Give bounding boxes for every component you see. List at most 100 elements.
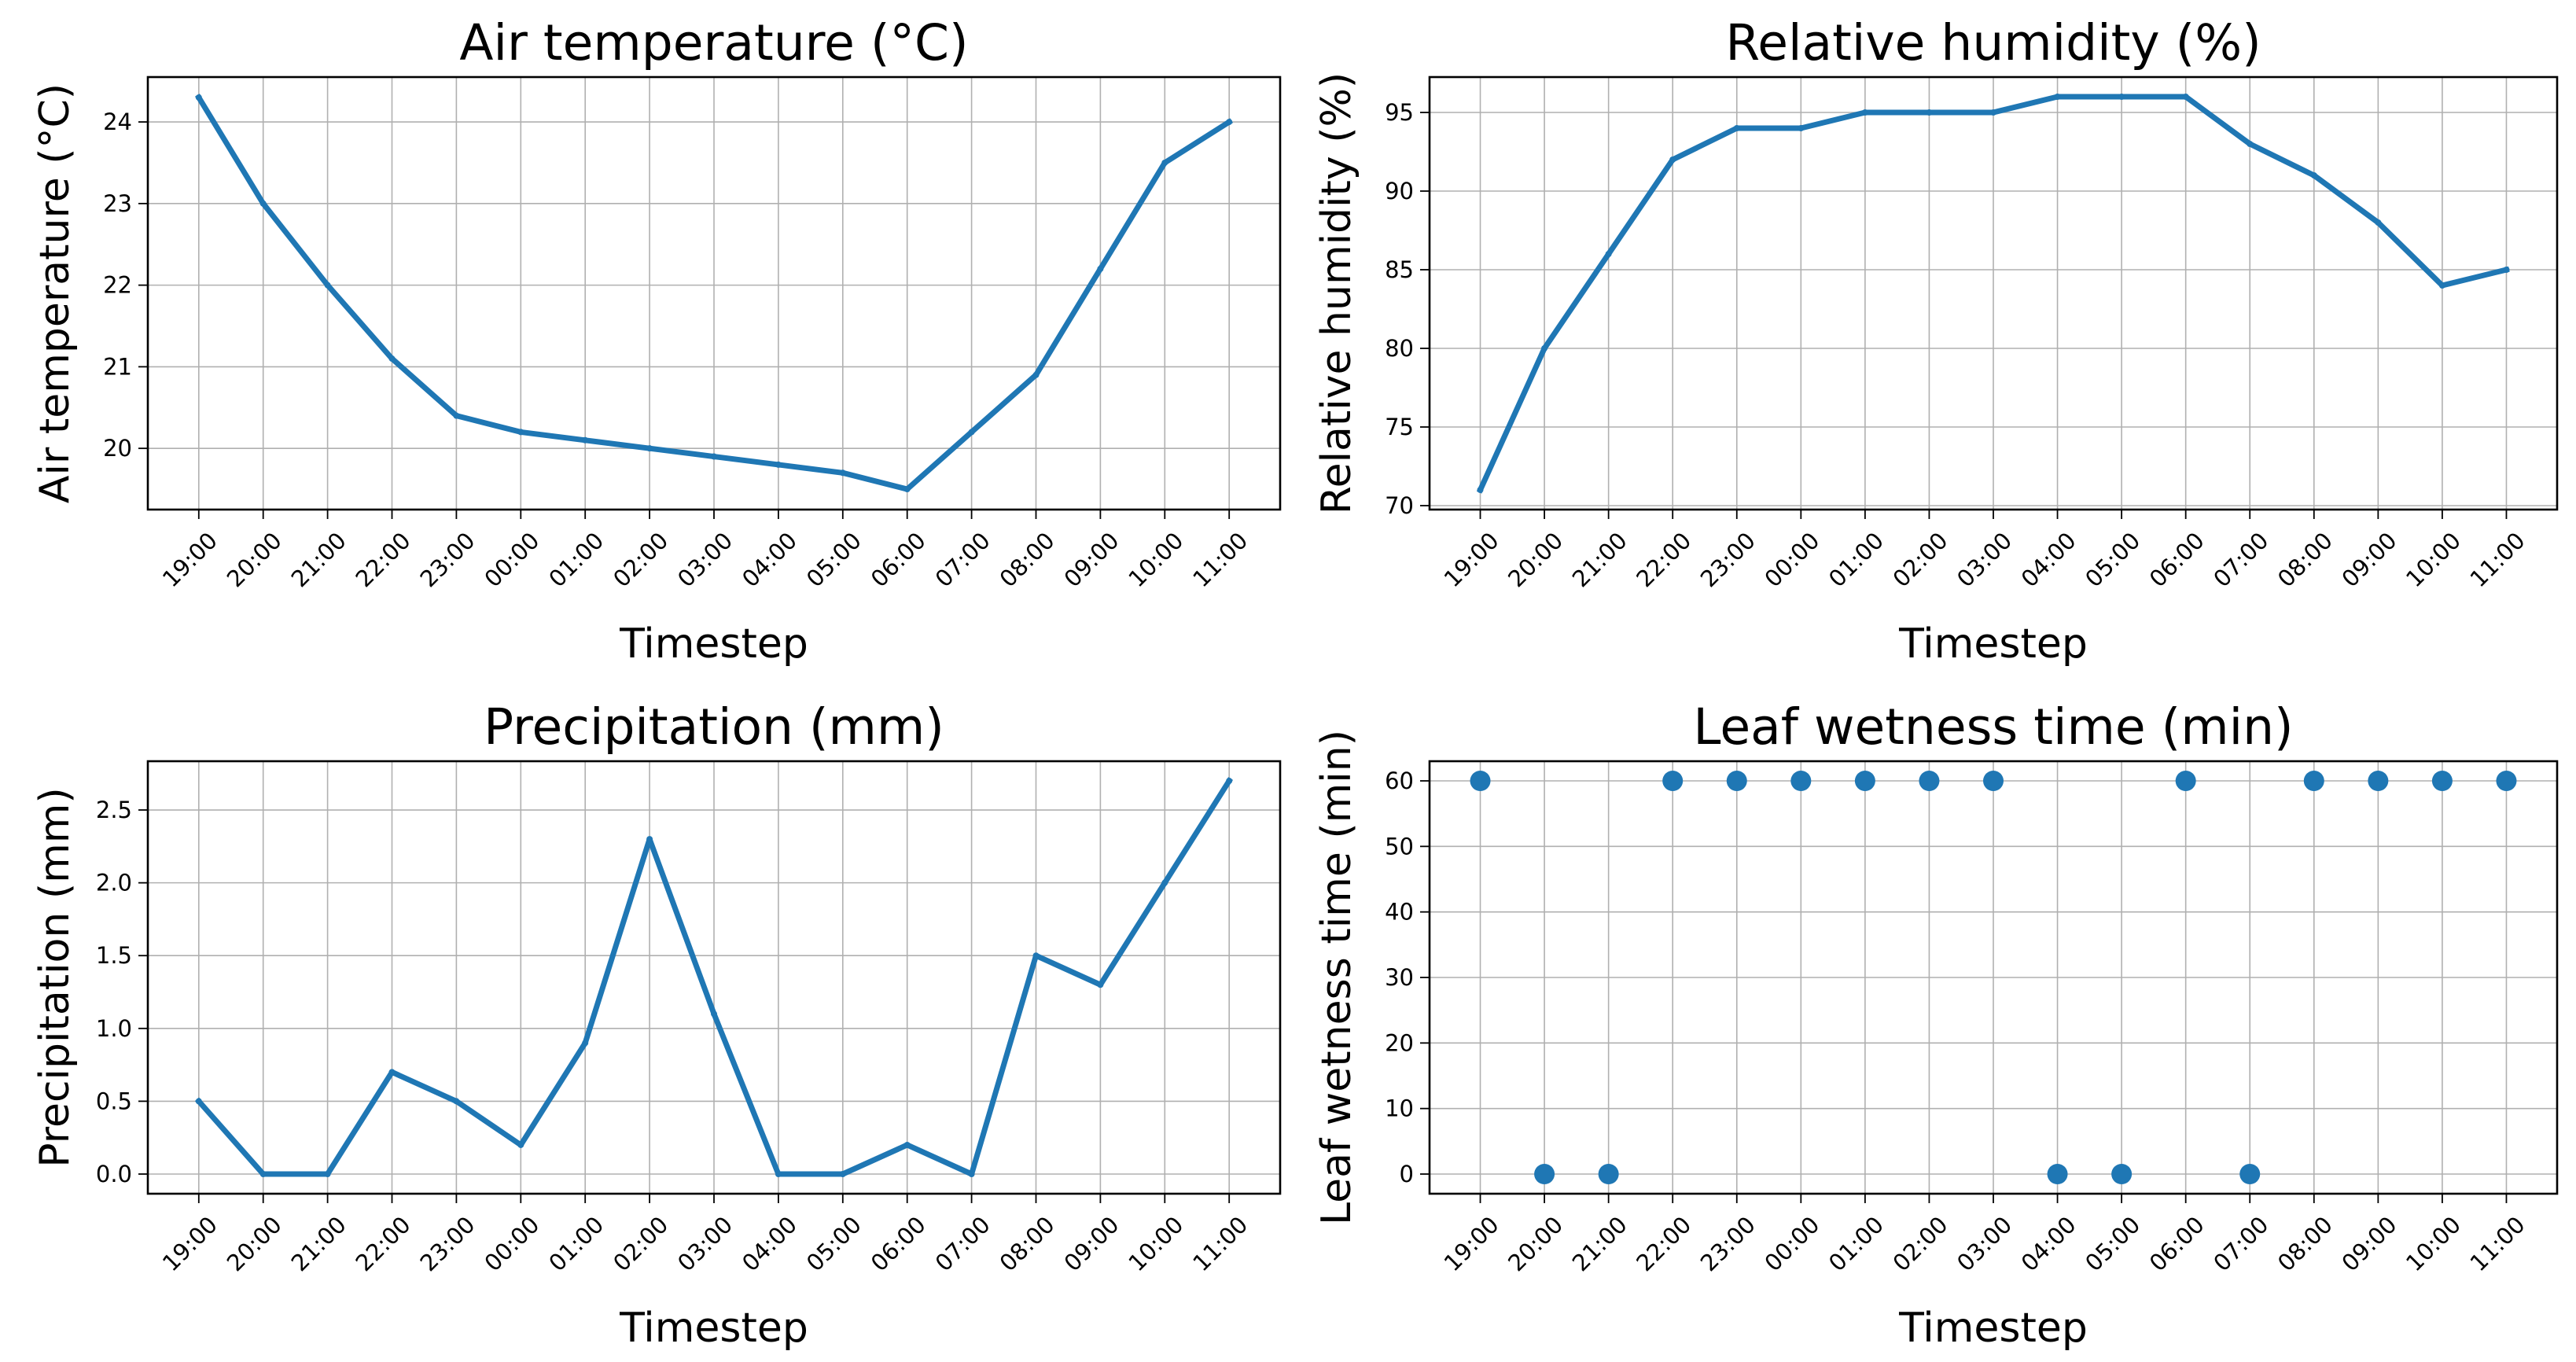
precipitation-x-tick-label: 03:00	[672, 1211, 738, 1276]
air-temperature-axes-frame	[146, 75, 1282, 511]
leaf-wetness-x-tick-label: 03:00	[1952, 1211, 2017, 1276]
air-temperature-data-point	[775, 461, 782, 468]
precipitation-y-tick-label: 1.5	[96, 942, 132, 969]
leaf-wetness-x-tick-label: 06:00	[2144, 1211, 2210, 1276]
relative-humidity-data-point	[1477, 487, 1484, 493]
relative-humidity-x-tick-label: 03:00	[1952, 527, 2017, 592]
precipitation-data-point	[1032, 952, 1040, 959]
air-temperature-data-point	[1032, 371, 1040, 378]
air-temperature-data-point	[711, 453, 717, 460]
air-temperature-x-axis-title: Timestep	[619, 620, 808, 668]
precipitation-data-point	[388, 1069, 396, 1076]
relative-humidity-x-tick-label: 04:00	[2016, 527, 2081, 592]
precipitation-x-tick-label: 19:00	[157, 1211, 223, 1276]
leaf-wetness-y-tick-label: 20	[1385, 1029, 1414, 1056]
leaf-wetness-time-chart: 19:0020:0021:0022:0023:0000:0001:0002:00…	[1313, 698, 2559, 1352]
precipitation-data-point	[646, 836, 653, 843]
leaf-wetness-scatter-point	[1790, 771, 1812, 791]
relative-humidity-x-tick-label: 20:00	[1503, 527, 1568, 592]
relative-humidity-y-tick-label: 90	[1385, 178, 1414, 204]
air-temperature-x-tick-label: 02:00	[608, 527, 673, 592]
precipitation-x-tick-label: 21:00	[286, 1211, 351, 1276]
leaf-wetness-x-tick-label: 02:00	[1888, 1211, 1953, 1276]
relative-humidity-x-tick-label: 02:00	[1888, 527, 1953, 592]
relative-humidity-x-tick-label: 07:00	[2208, 527, 2273, 592]
relative-humidity-data-point	[1798, 125, 1805, 131]
air-temperature-data-point	[388, 355, 396, 363]
leaf-wetness-scatter-point	[1534, 1164, 1555, 1184]
relative-humidity-data-point	[1669, 156, 1676, 163]
relative-humidity-x-tick-label: 19:00	[1439, 527, 1504, 592]
air-temperature-data-point	[582, 436, 589, 444]
relative-humidity-y-tick-label: 85	[1385, 256, 1414, 283]
air-temperature-data-point	[903, 486, 911, 493]
relative-humidity-x-tick-label: 08:00	[2272, 527, 2338, 592]
precipitation-data-point	[582, 1040, 589, 1047]
leaf-wetness-x-tick-label: 09:00	[2336, 1211, 2401, 1276]
leaf-wetness-y-tick-label: 0	[1400, 1161, 1414, 1187]
leaf-wetness-x-tick-label: 05:00	[2080, 1211, 2145, 1276]
precipitation-data-point	[324, 1171, 331, 1177]
precipitation-x-tick-label: 06:00	[866, 1211, 931, 1276]
leaf-wetness-x-tick-label: 08:00	[2272, 1211, 2338, 1276]
precipitation-x-tick-label: 01:00	[543, 1211, 609, 1276]
precipitation-data-point	[775, 1171, 782, 1177]
relative-humidity-chart: 19:0020:0021:0022:0023:0000:0001:0002:00…	[1313, 14, 2559, 668]
air-temperature-x-tick-label: 08:00	[995, 527, 1060, 592]
relative-humidity-x-tick-label: 21:00	[1567, 527, 1632, 592]
precipitation-data-point	[1226, 778, 1233, 784]
air-temperature-y-tick-label: 21	[103, 353, 132, 380]
air-temperature-data-point	[839, 469, 846, 477]
leaf-wetness-x-tick-label: 04:00	[2016, 1211, 2081, 1276]
precipitation-y-tick-label: 0.0	[96, 1161, 132, 1187]
air-temperature-data-point	[259, 200, 267, 207]
air-temperature-data-point	[517, 429, 524, 436]
precipitation-chart: 19:0020:0021:0022:0023:0000:0001:0002:00…	[31, 698, 1282, 1352]
air-temperature-y-tick-label: 22	[103, 272, 132, 299]
leaf-wetness-x-axis-title: Timestep	[1898, 1305, 2088, 1352]
air-temperature-x-tick-label: 06:00	[866, 527, 931, 592]
relative-humidity-y-axis-title: Relative humidity (%)	[1313, 72, 1360, 514]
air-temperature-x-tick-label: 05:00	[801, 527, 867, 592]
relative-humidity-data-point	[1861, 109, 1868, 116]
precipitation-y-axis-title: Precipitation (mm)	[31, 787, 79, 1167]
leaf-wetness-x-tick-label: 20:00	[1503, 1211, 1568, 1276]
air-temperature-x-tick-label: 19:00	[157, 527, 223, 592]
precipitation-x-tick-label: 20:00	[222, 1211, 287, 1276]
leaf-wetness-scatter-point	[1726, 771, 1747, 791]
air-temperature-y-tick-label: 23	[103, 190, 132, 217]
relative-humidity-data-point	[2503, 267, 2510, 273]
relative-humidity-data-point	[1541, 345, 1548, 352]
precipitation-x-tick-label: 02:00	[608, 1211, 673, 1276]
relative-humidity-x-tick-label: 00:00	[1759, 527, 1824, 592]
relative-humidity-axes-frame	[1428, 75, 2559, 511]
leaf-wetness-y-axis-title: Leaf wetness time (min)	[1313, 730, 1360, 1225]
precipitation-y-tick-label: 2.0	[96, 870, 132, 896]
relative-humidity-data-point	[2118, 94, 2125, 100]
relative-humidity-x-tick-label: 06:00	[2144, 527, 2210, 592]
air-temperature-x-tick-label: 21:00	[286, 527, 351, 592]
precipitation-y-tick-label: 0.5	[96, 1088, 132, 1114]
leaf-wetness-scatter-point	[2368, 771, 2389, 791]
relative-humidity-data-point	[2375, 219, 2382, 226]
leaf-wetness-y-tick-label: 10	[1385, 1095, 1414, 1122]
relative-humidity-x-tick-label: 05:00	[2080, 527, 2145, 592]
air-temperature-x-tick-label: 10:00	[1123, 527, 1188, 592]
precipitation-x-tick-label: 22:00	[351, 1211, 416, 1276]
leaf-wetness-scatter-point	[2047, 1164, 2068, 1184]
precipitation-data-point	[453, 1098, 460, 1105]
precipitation-y-tick-label: 2.5	[96, 797, 132, 823]
precipitation-data-point	[839, 1171, 846, 1177]
air-temperature-x-tick-label: 11:00	[1187, 527, 1253, 592]
air-temperature-y-tick-label: 24	[103, 109, 132, 135]
relative-humidity-y-tick-label: 75	[1385, 414, 1414, 440]
leaf-wetness-scatter-point	[2239, 1164, 2261, 1184]
air-temperature-chart: 19:0020:0021:0022:0023:0000:0001:0002:00…	[31, 14, 1282, 668]
air-temperature-x-tick-label: 01:00	[543, 527, 609, 592]
air-temperature-data-point	[1097, 265, 1104, 272]
precipitation-x-tick-label: 08:00	[995, 1211, 1060, 1276]
precipitation-data-point	[711, 1010, 717, 1018]
relative-humidity-data-point	[1605, 251, 1612, 257]
leaf-wetness-scatter-point	[1662, 771, 1684, 791]
